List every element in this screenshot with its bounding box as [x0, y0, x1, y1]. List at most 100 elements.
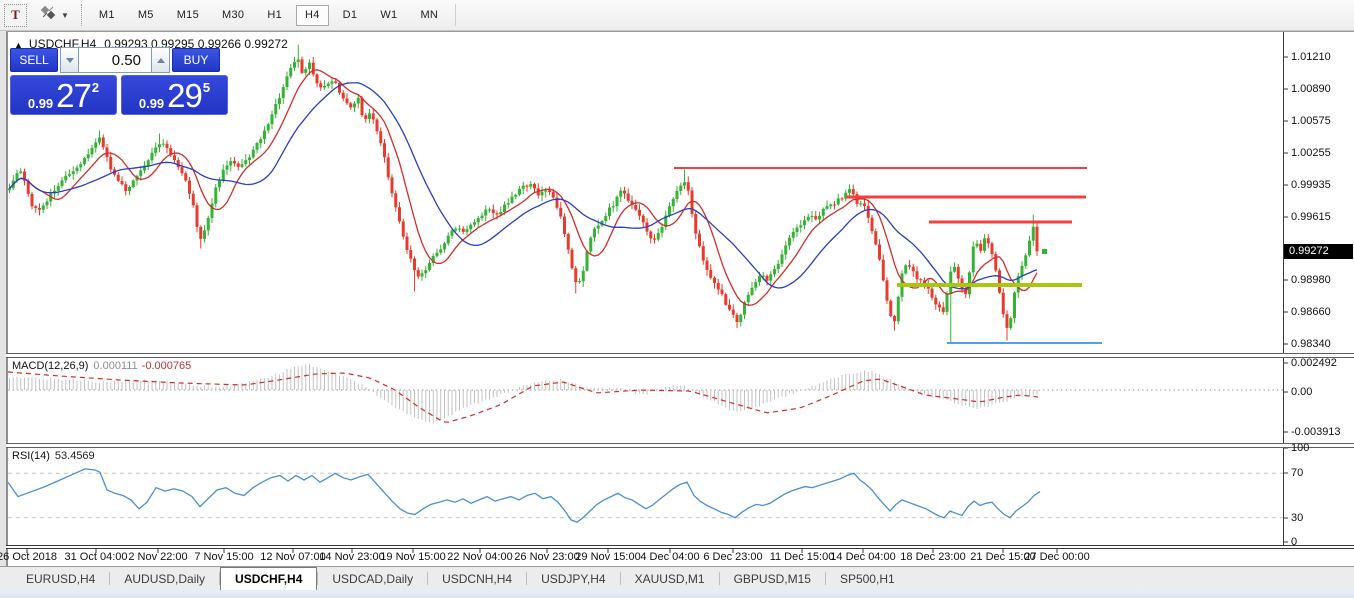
rsi-axis-label: 100 — [1291, 442, 1310, 454]
macd-label: MACD(12,26,9) 0.000111 -0.000765 — [12, 360, 192, 372]
timeframe-button-h4[interactable]: H4 — [296, 4, 329, 26]
collapse-triangle-icon[interactable]: ▲ — [14, 40, 23, 50]
toolbar-separator — [455, 4, 457, 26]
rsi-label: RSI(14) 53.4569 — [12, 450, 95, 462]
macd-indicator — [7, 364, 1283, 424]
sell-price-button[interactable]: 0.99 27 2 — [10, 75, 117, 115]
timeframe-button-m5[interactable]: M5 — [137, 9, 154, 21]
timeframe-button-h1[interactable]: H1 — [267, 9, 282, 21]
volume-decrease-button[interactable] — [60, 47, 79, 73]
tab-xauusd-m1[interactable]: XAUUSD,M1 — [634, 571, 705, 586]
tab-separator — [317, 572, 319, 585]
tab-sp500-h1[interactable]: SP500,H1 — [839, 571, 895, 586]
price-axis-label: 0.99615 — [1291, 211, 1331, 223]
price-axis-label: 1.00890 — [1291, 83, 1331, 95]
sell-button[interactable]: SELL — [10, 48, 58, 72]
sell-price-prefix: 0.99 — [27, 96, 54, 111]
timeframe-button-m1[interactable]: M1 — [98, 9, 115, 21]
buy-button[interactable]: BUY — [172, 48, 220, 72]
tab-separator — [824, 572, 826, 585]
volume-input[interactable] — [79, 47, 151, 73]
price-axis-line — [1283, 32, 1284, 545]
tab-usdcnh-h4[interactable]: USDCNH,H4 — [442, 571, 513, 586]
tab-separator — [109, 572, 111, 585]
rsi-value: 53.4569 — [54, 450, 95, 462]
time-axis-label: 14 Dec 04:00 — [830, 551, 896, 563]
price-axis-label: 0.98340 — [1291, 338, 1331, 350]
toolbar: T ▼ M1 M5 M15 M30 H1 H4 D1 W1 MN — [0, 0, 1354, 31]
rsi-indicator — [7, 468, 1283, 523]
timeframe-button-mn[interactable]: MN — [420, 9, 439, 21]
time-axis-label: 31 Oct 04:00 — [64, 551, 128, 563]
time-axis-label: 29 Nov 15:00 — [575, 551, 641, 563]
price-axis-label: 1.00255 — [1291, 147, 1331, 159]
volume-increase-button[interactable] — [151, 47, 170, 73]
sell-price-pips: 27 — [56, 77, 92, 114]
trend-lines[interactable] — [674, 167, 1102, 344]
status-bar — [0, 590, 1354, 598]
mdi-background — [0, 31, 6, 566]
price-axis-label: 0.98660 — [1291, 306, 1331, 318]
current-price-tag: 0.99272 — [1284, 244, 1353, 259]
macd-panel-splitter[interactable] — [6, 353, 1354, 358]
rsi-axis-label: 0 — [1291, 536, 1298, 548]
sell-price-fraction: 2 — [91, 80, 100, 95]
buy-price-button[interactable]: 0.99 29 5 — [121, 75, 228, 115]
axis-ticks — [26, 56, 1288, 553]
tab-separator — [219, 572, 221, 585]
time-axis-label: 22 Nov 04:00 — [447, 551, 513, 563]
timeframe-buttons: M1 M5 M15 M30 H1 H4 D1 W1 MN — [90, 4, 447, 26]
tab-eurusd-h4[interactable]: EURUSD,H4 — [26, 571, 96, 586]
window-top-border — [6, 31, 1354, 32]
timeframe-button-d1[interactable]: D1 — [342, 9, 358, 21]
tab-usdchf-h4[interactable]: USDCHF,H4 — [220, 567, 318, 590]
time-axis-label: 14 Nov 23:00 — [319, 551, 385, 563]
rsi-axis-label: 30 — [1291, 512, 1304, 524]
price-axis-label: 0.99935 — [1291, 179, 1331, 191]
window-left-border — [6, 31, 8, 566]
time-axis-label: 21 Dec 15:00 — [970, 551, 1036, 563]
timeframe-button-w1[interactable]: W1 — [380, 9, 398, 21]
chart-tabs-bar: EURUSD,H4 AUDUSD,Daily USDCHF,H4 USDCAD,Dai… — [0, 566, 1354, 590]
tab-separator — [718, 572, 720, 585]
time-axis-label: 27 Dec 00:00 — [1024, 551, 1090, 563]
triangle-up-icon — [156, 57, 165, 63]
macd-axis-label: 0.00 — [1291, 386, 1313, 398]
buy-price-fraction: 5 — [202, 80, 211, 95]
moving-averages — [9, 69, 1038, 306]
time-axis-label: 7 Nov 15:00 — [194, 551, 254, 563]
toolbar-grip — [80, 4, 82, 26]
time-axis-label: 18 Dec 23:00 — [900, 551, 966, 563]
tab-gbpusd-m15[interactable]: GBPUSD,M15 — [733, 571, 811, 586]
arrows-tool-button[interactable]: ▼ — [39, 4, 69, 27]
buy-price-prefix: 0.99 — [138, 96, 165, 111]
buy-price-pips: 29 — [167, 77, 203, 114]
price-axis-label: 1.00575 — [1291, 115, 1331, 127]
triangle-down-icon — [65, 57, 74, 63]
last-close-marker — [1042, 249, 1047, 254]
timeframe-button-m30[interactable]: M30 — [222, 9, 245, 21]
price-axis-label: 0.98980 — [1291, 274, 1331, 286]
price-axis-label: 1.01210 — [1291, 51, 1331, 63]
rsi-axis-label: 70 — [1291, 467, 1304, 479]
macd-signal-value: -0.000765 — [141, 360, 192, 372]
time-axis-label: 26 Nov 23:00 — [514, 551, 580, 563]
tab-audusd-daily[interactable]: AUDUSD,Daily — [124, 571, 206, 586]
text-tool-button[interactable]: T — [4, 3, 27, 27]
time-axis-label: 2 Nov 22:00 — [128, 551, 188, 563]
rsi-panel-splitter[interactable] — [6, 443, 1354, 448]
macd-axis-label: -0.003913 — [1291, 426, 1341, 438]
timeframe-button-m15[interactable]: M15 — [176, 9, 200, 21]
time-axis-label: 4 Dec 04:00 — [640, 551, 700, 563]
time-axis-label: 26 Oct 2018 — [0, 551, 57, 563]
tab-separator — [619, 572, 621, 585]
candlesticks — [8, 44, 1039, 343]
tab-usdcad-daily[interactable]: USDCAD,Daily — [332, 571, 414, 586]
tab-usdjpy-h4[interactable]: USDJPY,H4 — [541, 571, 606, 586]
tab-separator — [526, 572, 528, 585]
arrows-icon — [39, 5, 57, 26]
one-click-trading-panel: SELL BUY 0.99 27 2 0.99 29 5 — [10, 47, 228, 115]
time-axis-label: 12 Nov 07:00 — [260, 551, 326, 563]
time-axis-separator — [6, 545, 1354, 549]
